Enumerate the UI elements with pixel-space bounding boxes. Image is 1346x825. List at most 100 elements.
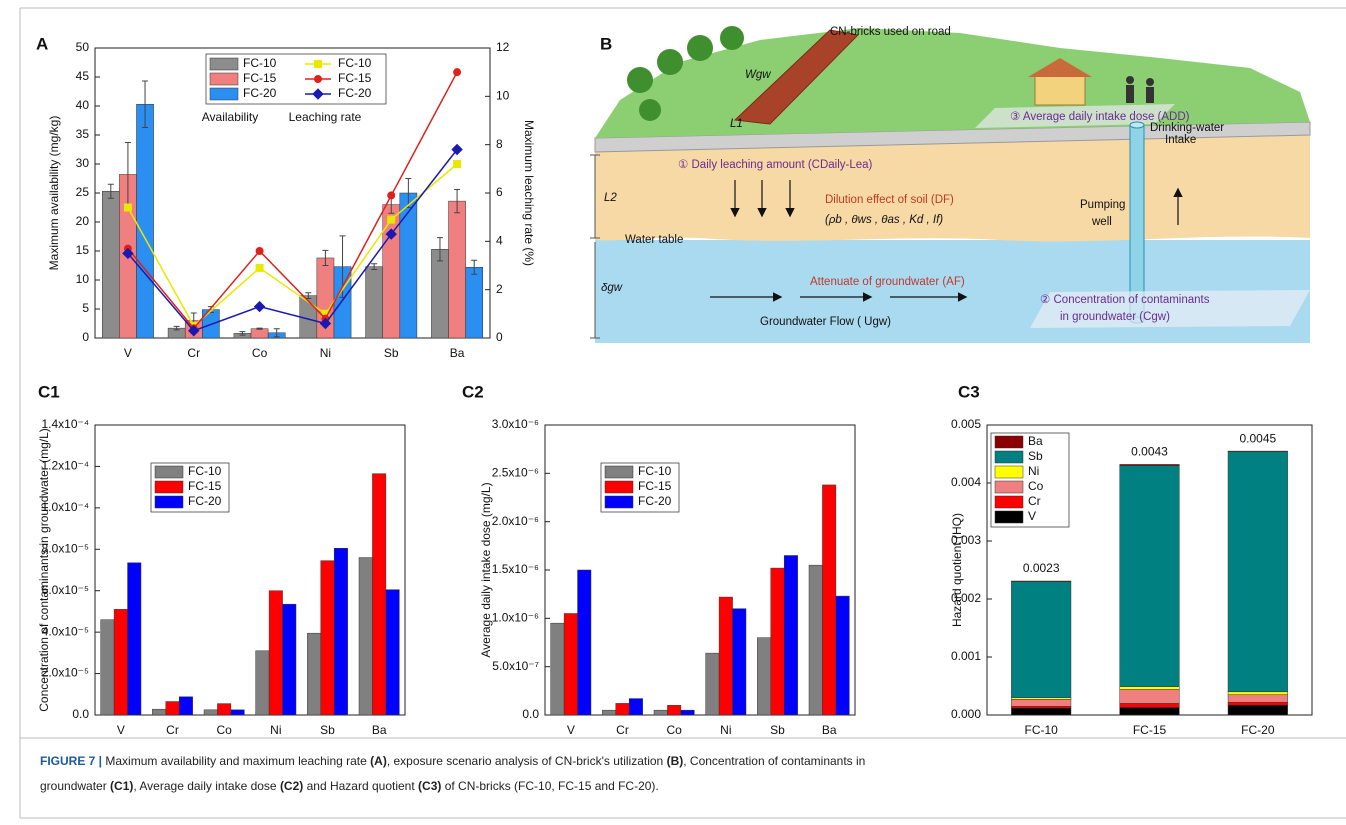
legend-swatch xyxy=(994,435,1024,449)
legend-label: FC-20 xyxy=(638,494,672,508)
bar xyxy=(431,249,449,339)
concentration-label: in groundwater (Cgw) xyxy=(1060,311,1170,323)
legend-label: FC-20 xyxy=(338,86,372,100)
y-tick-label: 1.5x10⁻⁶ xyxy=(492,562,539,576)
people xyxy=(1126,76,1154,103)
attenuate-label: Attenuate of groundwater (AF) xyxy=(810,276,965,288)
y-tick-label: 0.003 xyxy=(951,533,981,547)
x-tick-label: Co xyxy=(666,723,682,737)
x-tick-label: Ni xyxy=(320,346,331,360)
y-tick-label: 1.0x10⁻⁴ xyxy=(41,500,89,514)
bar xyxy=(577,569,592,716)
total-label: 0.0043 xyxy=(1131,445,1168,459)
y-tick-label: 25 xyxy=(76,185,90,199)
y-tick-label: 4 xyxy=(496,234,503,248)
house-roof xyxy=(1028,58,1092,77)
legend-label: Ba xyxy=(1028,434,1043,448)
y-axis-title: Concentration of contaminants in groundw… xyxy=(37,428,51,711)
x-tick-label: Cr xyxy=(616,723,629,737)
x-tick-label: Sb xyxy=(384,346,399,360)
caption-segment: FIGURE 7 | xyxy=(40,754,102,768)
x-tick-label: FC-20 xyxy=(1241,723,1275,737)
bar xyxy=(217,703,232,716)
panel-label: A xyxy=(36,34,48,53)
well-label: Pumping xyxy=(1080,199,1125,211)
bar xyxy=(113,609,128,716)
bar-segment xyxy=(1227,450,1288,452)
dilution-label: Dilution effect of soil (DF) xyxy=(825,194,954,206)
bar xyxy=(165,701,180,716)
legend-label: Sb xyxy=(1028,449,1043,463)
total-label: 0.0045 xyxy=(1239,431,1276,445)
y-tick-label: 1.0x10⁻⁶ xyxy=(492,611,539,625)
caption-segment: , Concentration of contaminants in xyxy=(683,754,865,768)
legend-swatch xyxy=(994,510,1024,524)
bar-segment xyxy=(1119,689,1180,704)
y-axis-title: Average daily intake dose (mg/L) xyxy=(479,482,493,657)
error-bar xyxy=(142,80,149,128)
x-tick-label: Ba xyxy=(822,723,837,737)
y-tick-label: 10 xyxy=(496,89,510,103)
bar xyxy=(358,557,373,716)
dilution-params: (ρb , θws , θas , Kd , If) xyxy=(825,214,943,226)
bar xyxy=(268,590,283,716)
concentration-plane xyxy=(1030,290,1310,328)
bar xyxy=(320,560,335,716)
y-tick-label: 35 xyxy=(76,127,90,141)
y-tick-label: 0.002 xyxy=(951,591,981,605)
y-axis-title: Maximum availability (mg/kg) xyxy=(47,116,61,271)
x-tick-label: Sb xyxy=(770,723,785,737)
error-bar xyxy=(273,328,280,338)
x-tick-label: V xyxy=(117,723,125,737)
bar-segment xyxy=(1011,697,1072,700)
bar xyxy=(385,589,400,716)
well-label: well xyxy=(1091,216,1112,228)
y-tick-label: 0.0 xyxy=(522,707,539,721)
marker xyxy=(451,143,463,156)
error-bar xyxy=(371,263,378,271)
bar-segment xyxy=(1011,707,1072,716)
bar xyxy=(465,266,484,339)
caption-segment: , Average daily intake dose xyxy=(133,779,280,793)
marker xyxy=(253,300,266,313)
legend-label: V xyxy=(1028,509,1036,523)
bar xyxy=(365,266,383,339)
bar xyxy=(127,562,142,716)
marker xyxy=(453,68,462,77)
series-line xyxy=(127,163,458,328)
x-tick-label: FC-10 xyxy=(1024,723,1058,737)
bar xyxy=(602,709,617,716)
legend-label: FC-10 xyxy=(243,56,277,70)
legend-swatch xyxy=(604,495,634,509)
caption-segment: (A) xyxy=(370,754,387,768)
y-tick-label: 5 xyxy=(82,301,89,315)
arrows xyxy=(710,180,1183,302)
marker xyxy=(188,325,200,337)
l1-label: L1 xyxy=(730,118,743,130)
legend-swatch xyxy=(994,465,1024,479)
brick-road xyxy=(733,29,860,125)
bar xyxy=(757,637,772,716)
y-tick-label: 0.004 xyxy=(951,475,981,489)
bar-segment xyxy=(1119,686,1180,690)
marker xyxy=(387,191,396,200)
bar xyxy=(282,603,297,716)
y-tick-label: 0 xyxy=(82,330,89,344)
x-tick-label: Sb xyxy=(320,723,335,737)
series-line xyxy=(127,71,458,330)
bar xyxy=(333,548,348,716)
bar-segment xyxy=(1227,704,1288,716)
legend-label: FC-10 xyxy=(338,56,372,70)
bar xyxy=(667,705,682,716)
intake-label: Drinking-water xyxy=(1150,122,1224,134)
marker xyxy=(453,160,462,168)
marker xyxy=(314,75,322,83)
y-tick-label: 20 xyxy=(76,214,90,228)
panel-label: C2 xyxy=(462,382,484,401)
legend-swatch xyxy=(994,450,1024,464)
bar xyxy=(399,192,418,339)
pumping-well xyxy=(1129,124,1145,321)
y-tick-label: 5.0x10⁻⁷ xyxy=(492,659,539,673)
legend-group-label: Availability xyxy=(202,110,258,124)
